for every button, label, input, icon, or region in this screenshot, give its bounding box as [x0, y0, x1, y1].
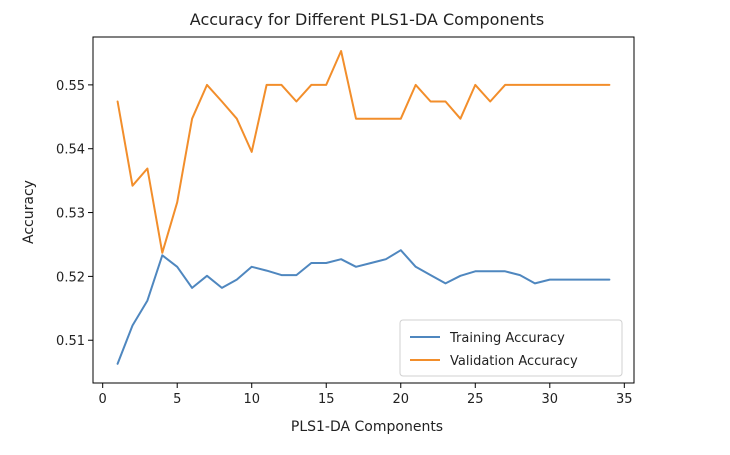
x-tick-label: 25 [467, 392, 484, 407]
x-tick-label: 5 [173, 392, 181, 407]
series-lines [116, 50, 611, 365]
x-tick-label: 20 [392, 392, 409, 407]
x-tick-label: 0 [99, 392, 107, 407]
legend-label: Validation Accuracy [450, 354, 578, 369]
y-axis-label: Accuracy [21, 180, 37, 244]
x-tick-label: 35 [616, 392, 633, 407]
x-tick-label: 30 [542, 392, 559, 407]
y-tick-label: 0.54 [56, 143, 85, 158]
y-tick-label: 0.53 [56, 207, 85, 222]
legend-label: Training Accuracy [449, 331, 565, 346]
legend: Training Accuracy Validation Accuracy [399, 319, 623, 377]
series-line-training [116, 249, 611, 365]
y-tick-label: 0.51 [56, 334, 85, 349]
plot-frame [92, 36, 635, 384]
chart-title: Accuracy for Different PLS1-DA Component… [190, 10, 544, 29]
x-tick-label: 15 [318, 392, 335, 407]
x-axis-label: PLS1-DA Components [291, 419, 443, 435]
y-tick-label: 0.55 [56, 79, 85, 94]
axis-ticks: 0 5 10 15 20 25 30 35 0.51 0.52 0.53 0.54 0.55 [56, 79, 633, 407]
legend-items: Training Accuracy Validation Accuracy [410, 331, 578, 369]
legend-box [399, 319, 623, 377]
x-tick-label: 10 [243, 392, 260, 407]
y-tick-label: 0.52 [56, 270, 85, 285]
series-line-validation [116, 50, 611, 254]
